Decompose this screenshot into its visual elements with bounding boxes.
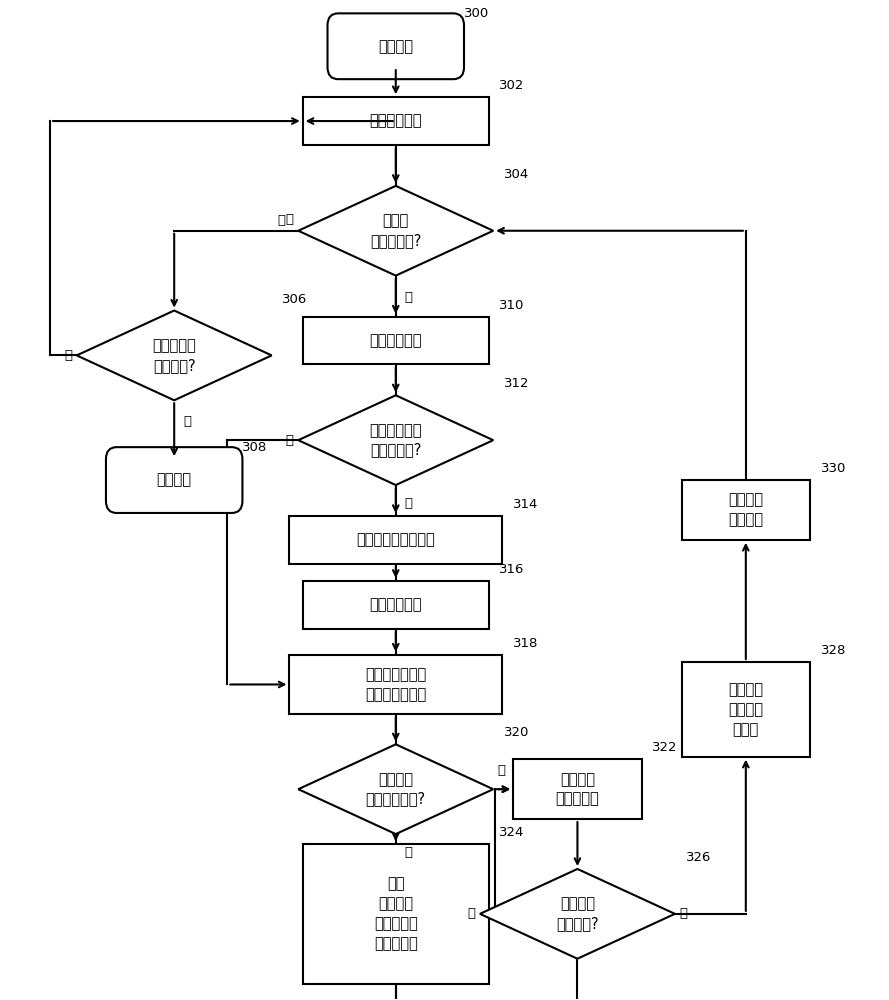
Text: 是: 是 <box>286 434 294 447</box>
Text: 是否达到
分组上限?: 是否达到 分组上限? <box>557 896 599 931</box>
Text: 302: 302 <box>500 79 525 92</box>
Text: 将区块加
入新分组: 将区块加 入新分组 <box>728 493 764 527</box>
Bar <box>302 317 489 364</box>
Text: 是: 是 <box>404 291 412 304</box>
Polygon shape <box>299 395 493 485</box>
Text: 获得目前时间: 获得目前时间 <box>370 333 422 348</box>
Text: 310: 310 <box>500 299 525 312</box>
Text: 是: 是 <box>404 846 412 859</box>
Text: 318: 318 <box>513 637 538 650</box>
Text: 306: 306 <box>283 293 308 306</box>
Polygon shape <box>76 311 272 400</box>
Text: 326: 326 <box>685 851 711 864</box>
Text: 322: 322 <box>653 741 677 754</box>
Text: 320: 320 <box>504 726 529 739</box>
Text: 藉由
增加分组
索引以建立
一新的分组: 藉由 增加分组 索引以建立 一新的分组 <box>374 877 418 951</box>
FancyBboxPatch shape <box>327 13 464 79</box>
Bar <box>302 581 489 629</box>
Text: 是否有
新区块产生?: 是否有 新区块产生? <box>370 213 421 248</box>
Text: 312: 312 <box>504 377 529 390</box>
Text: 308: 308 <box>243 441 268 454</box>
Text: 是: 是 <box>679 907 687 920</box>
Text: 增加分组索引: 增加分组索引 <box>370 114 422 129</box>
Text: 否: 否 <box>277 214 285 227</box>
Bar <box>290 516 502 564</box>
Text: 328: 328 <box>821 644 846 657</box>
Text: 是否接收到
随机通知?: 是否接收到 随机通知? <box>152 338 196 373</box>
Text: 否: 否 <box>64 349 72 362</box>
Bar <box>682 480 810 540</box>
Text: 300: 300 <box>464 7 489 20</box>
Text: 获得最后的写入时间: 获得最后的写入时间 <box>356 532 435 547</box>
Text: 304: 304 <box>504 168 529 181</box>
Polygon shape <box>480 869 675 959</box>
Text: 是否为该分组
的第一区块?: 是否为该分组 的第一区块? <box>370 423 422 458</box>
Polygon shape <box>299 186 493 276</box>
Text: 启动电源: 启动电源 <box>378 39 413 54</box>
Text: 在分组中
加入新区块: 在分组中 加入新区块 <box>556 772 599 807</box>
Polygon shape <box>299 744 493 834</box>
Bar <box>290 655 502 714</box>
Text: 否: 否 <box>286 213 294 226</box>
Text: 是: 是 <box>183 415 191 428</box>
Text: 时间间隔
是否大于阈值?: 时间间隔 是否大于阈值? <box>365 772 426 807</box>
Text: 330: 330 <box>821 462 846 475</box>
Bar <box>302 844 489 984</box>
Text: 否: 否 <box>404 497 412 510</box>
Bar <box>302 97 489 145</box>
Text: 316: 316 <box>500 563 525 576</box>
Text: 关闭电源: 关闭电源 <box>156 473 192 488</box>
Bar <box>513 759 642 819</box>
FancyBboxPatch shape <box>106 447 243 513</box>
Text: 否: 否 <box>468 907 476 920</box>
Text: 刷新属于
较旧分组
的区块: 刷新属于 较旧分组 的区块 <box>728 682 764 737</box>
Text: 将目前时间设为
该最后写入时间: 将目前时间设为 该最后写入时间 <box>365 667 427 702</box>
Text: 否: 否 <box>498 764 506 777</box>
Text: 314: 314 <box>513 498 538 511</box>
Text: 计算时间间隔: 计算时间间隔 <box>370 597 422 612</box>
Bar <box>682 662 810 757</box>
Text: 324: 324 <box>500 826 525 839</box>
